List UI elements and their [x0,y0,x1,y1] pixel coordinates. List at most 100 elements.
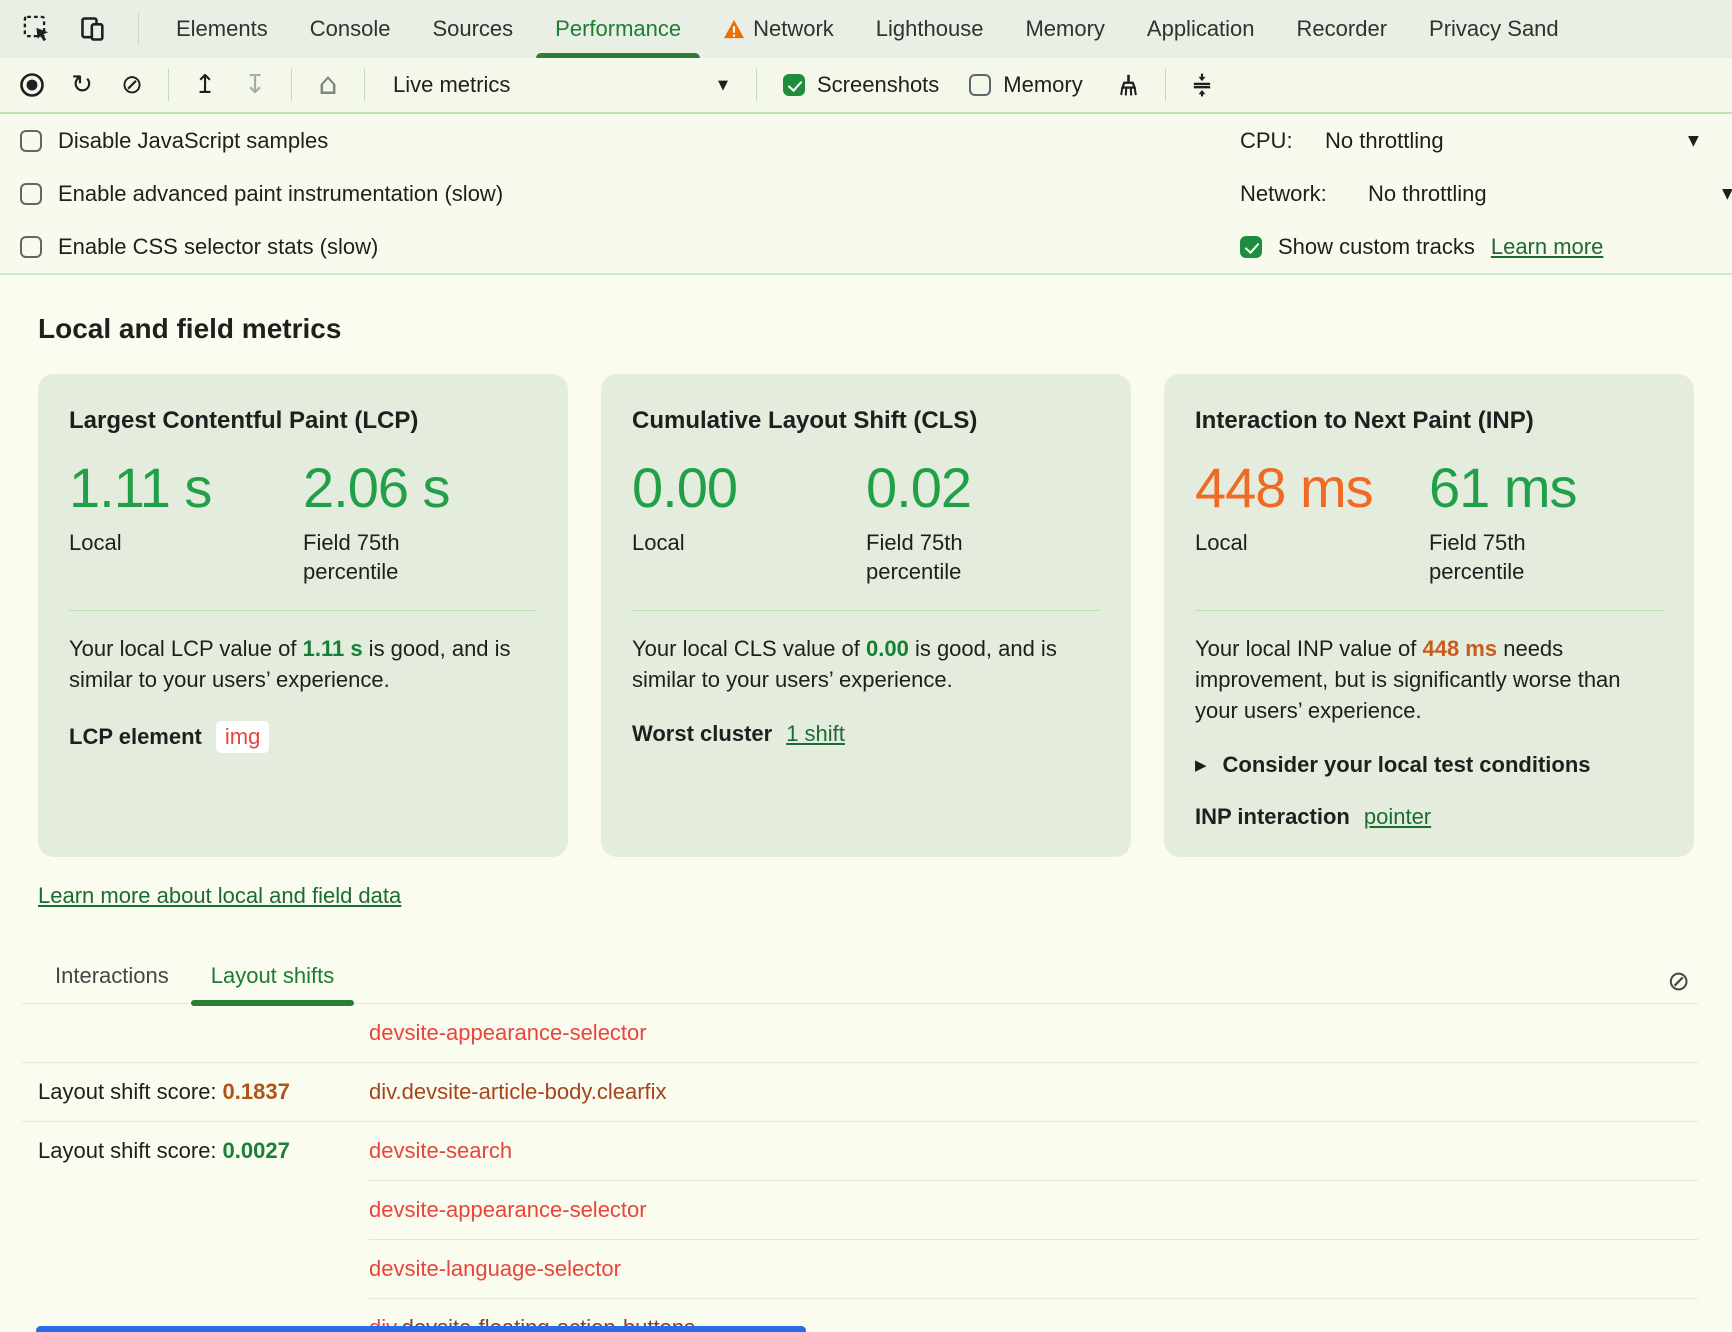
card-title: Cumulative Layout Shift (CLS) [632,407,978,434]
memory-checkbox[interactable]: Memory [969,72,1083,98]
collect-garbage-icon[interactable] [1111,67,1147,103]
score-label: Layout shift score: [38,1138,217,1163]
checkbox-unchecked-icon[interactable] [20,129,42,152]
local-value: 1.11 s [69,456,212,519]
chevron-down-icon[interactable]: ▼ [1688,132,1699,149]
devtools-tabbar: Elements Console Sources Performance Net… [0,0,1732,58]
score-label: Layout shift score: [38,1079,217,1104]
horizontal-scrollbar-thumb[interactable] [36,1326,806,1332]
network-throttling-select[interactable]: No throttling [1368,180,1487,206]
shift-node-link[interactable]: devsite-language-selector [369,1256,621,1281]
logs-section: Interactions Layout shifts ⊘ devsite-app… [0,957,1732,1332]
tab-sources[interactable]: Sources [411,0,534,58]
history-dropdown-value: Live metrics [393,72,511,97]
history-dropdown[interactable]: Live metrics ▼ [383,68,738,102]
card-title: Interaction to Next Paint (INP) [1195,407,1534,434]
network-throttling-row: Network: No throttling [1240,167,1487,220]
local-label: Local [1195,530,1248,555]
custom-tracks-label: Show custom tracks [1278,233,1475,259]
shortcuts-dialog-icon[interactable] [1184,67,1220,103]
tab-console[interactable]: Console [289,0,412,58]
capture-settings-panel: Disable JavaScript samples Enable advanc… [0,114,1732,275]
chevron-down-icon[interactable]: ▼ [1722,185,1732,202]
local-value: 448 ms [1195,456,1374,519]
inp-interaction-label: INP interaction [1195,804,1350,829]
field-value-block: 0.02 Field 75th percentile [866,455,1100,586]
tab-label: Layout shifts [210,963,335,988]
home-icon[interactable]: ⌂ [318,67,338,102]
cpu-throttling-select[interactable]: No throttling [1325,127,1444,153]
shift-node-link[interactable]: devsite-search [369,1138,513,1163]
tab-interactions[interactable]: Interactions [55,963,169,1003]
toolbar-separator [756,69,757,101]
record-icon[interactable] [14,67,50,103]
shift-node-link[interactable]: div.devsite-article-body.clearfix [369,1079,667,1104]
lcp-element-node-link[interactable]: img [215,721,270,753]
live-metrics-view: Local and field metrics Largest Contentf… [0,275,1732,1332]
desc-text: is good, and is similar to your users’ e… [632,636,1057,692]
worst-cluster-row: Worst cluster 1 shift [632,721,1100,747]
option-label: Enable CSS selector stats (slow) [58,233,379,259]
css-selector-stats-checkbox[interactable]: Enable CSS selector stats (slow) [20,220,378,273]
inp-interaction-row: INP interaction pointer [1195,804,1663,830]
toolbar-separator [1164,69,1166,101]
worst-cluster-link[interactable]: 1 shift [786,721,845,746]
field-label: Field 75th percentile [303,530,400,584]
layout-shift-row: devsite-appearance-selector [0,1004,1732,1062]
tab-label: Network [753,16,834,41]
custom-tracks-learn-more-link[interactable]: Learn more [1490,233,1604,259]
inspect-element-icon[interactable] [22,14,52,44]
checkbox-checked-icon[interactable] [783,74,805,96]
inp-interaction-link[interactable]: pointer [1363,804,1432,829]
load-profile-icon[interactable]: ↥ [194,70,216,100]
tabbar-separator [138,13,139,45]
shift-node-link[interactable]: devsite-appearance-selector [369,1020,647,1045]
row-divider [369,1298,1698,1299]
tab-memory[interactable]: Memory [1004,0,1125,58]
tab-performance[interactable]: Performance [534,0,702,58]
local-label: Local [69,530,122,555]
checkbox-unchecked-icon[interactable] [20,235,42,258]
checkbox-unchecked-icon[interactable] [20,182,42,205]
disable-js-samples-checkbox[interactable]: Disable JavaScript samples [20,114,328,167]
tab-application[interactable]: Application [1126,0,1276,58]
row-divider [22,1062,1698,1063]
checkbox-unchecked-icon[interactable] [969,74,992,96]
warning-icon [723,19,745,39]
screenshots-checkbox[interactable]: Screenshots [783,72,939,98]
option-label: Enable advanced paint instrumentation (s… [58,180,504,206]
learn-more-row: Learn more about local and field data [38,883,1732,909]
logs-tabbar: Interactions Layout shifts ⊘ [0,957,1732,1006]
layout-shift-row: devsite-language-selector [0,1240,1732,1298]
local-value: 0.00 [632,456,738,519]
chevron-down-icon: ▼ [718,77,728,93]
local-field-data-learn-more-link[interactable]: Learn more about local and field data [38,883,402,908]
card-description: Your local INP value of 448 ms needs imp… [1195,633,1663,726]
tab-recorder[interactable]: Recorder [1276,0,1408,58]
layout-shift-row: Layout shift score: 0.1837 div.devsite-ar… [0,1063,1732,1121]
tab-label: Performance [555,16,682,41]
layout-shift-row: devsite-appearance-selector [0,1181,1732,1239]
checkbox-checked-icon[interactable] [1240,235,1262,258]
shift-node-link[interactable]: devsite-appearance-selector [369,1197,647,1222]
score-cell: Layout shift score: 0.1837 [38,1079,369,1105]
field-value: 2.06 s [303,456,451,519]
field-label: Field 75th percentile [866,530,963,584]
desc-text: Your local LCP value of [69,636,303,661]
cpu-throttling-row: CPU: No throttling [1240,114,1444,167]
tab-label: Elements [176,16,268,41]
reload-record-icon[interactable]: ↻ [71,70,93,100]
tab-elements[interactable]: Elements [155,0,289,58]
panel-tabs: Elements Console Sources Performance Net… [155,0,1580,58]
clear-recording-icon[interactable]: ⊘ [121,70,143,100]
advanced-paint-instrumentation-checkbox[interactable]: Enable advanced paint instrumentation (s… [20,167,503,220]
device-toolbar-icon[interactable] [78,14,108,44]
tab-network[interactable]: Network [702,0,855,58]
clear-log-icon[interactable]: ⊘ [1667,966,1690,997]
tab-layout-shifts[interactable]: Layout shifts [190,963,354,1006]
tab-lighthouse[interactable]: Lighthouse [855,0,1005,58]
tab-privacy-sandbox[interactable]: Privacy Sand [1408,0,1580,58]
save-profile-icon[interactable]: ↧ [244,70,266,100]
consider-local-conditions-disclosure[interactable]: ▶ Consider your local test conditions [1195,752,1663,778]
triangle-right-icon: ▶ [1195,756,1207,774]
